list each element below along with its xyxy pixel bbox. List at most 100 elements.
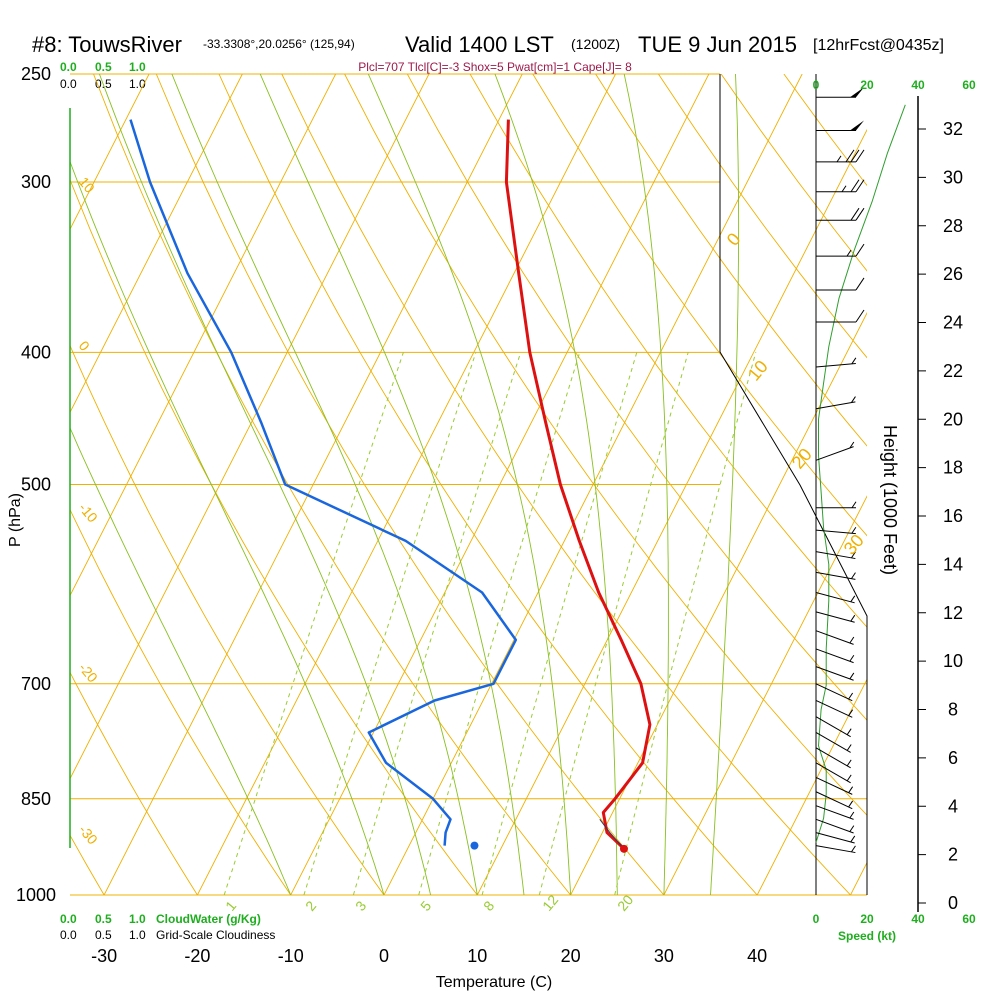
dry-adiabat-line [469,74,867,628]
mixing-ratio-line [223,352,404,895]
mixing-ratio-label: 3 [352,898,369,914]
barb-half-flag [846,728,852,735]
height-tick: 10 [943,651,963,671]
speed-tick: 40 [911,78,925,92]
barb-half-flag [849,441,855,449]
barb-staff [815,648,854,664]
isotherm-line [70,74,430,780]
barb-staff [815,805,854,820]
barb-half-flag [850,835,856,843]
dry-adiabat-line [70,671,198,895]
isotherm-line [663,495,867,895]
sounding-series [129,119,652,853]
wind-barb [815,699,854,718]
isotherm-line [70,74,150,231]
speed-axis-label: Speed (kt) [838,929,896,943]
dry-adiabat-label: 30 [840,530,868,558]
isotherm-label: 10 [76,174,98,196]
pressure-tick: 500 [21,475,51,495]
wind-barb [815,571,856,580]
pressure-tick: 300 [21,172,51,192]
barb-half-flag [846,759,852,767]
wind-barb [815,716,852,738]
wind-barb [815,611,856,623]
mixing-ratio-line [352,352,522,895]
cloudiness-tick: 1.0 [129,77,146,91]
barb-half-flag [848,709,854,716]
surface-temperature-dot [619,844,628,853]
height-tick: 16 [943,506,963,526]
barb-staff [815,832,855,844]
speed-tick: 0 [813,912,820,926]
moist-adiabat-line [710,74,740,895]
barb-half-flag [851,526,857,534]
wind-barb [816,120,864,131]
isotherm-line [850,861,867,895]
wind-barb [815,777,854,795]
barb-half-flag [851,396,856,403]
height-tick: 20 [943,409,963,429]
cloudwater-tick: 1.0 [129,60,146,74]
temperature-tick: 20 [561,946,581,966]
height-tick: 6 [948,748,958,768]
zulu-time: (1200Z) [571,36,620,52]
mixing-ratio-label: 5 [417,898,434,914]
top-speed-scale: 0 20 40 60 [813,78,976,92]
barb-half-flag [836,155,842,163]
wind-barb [815,762,852,784]
barb-half-flag [849,811,855,819]
height-tick: 8 [948,700,958,720]
dry-adiabat-label: 20 [788,444,816,472]
station-name: #8: TouwsRiver [32,32,182,57]
forecast-info: [12hrFcst@0435z] [813,37,944,54]
moist-adiabat-line [70,426,292,895]
cloudiness-tick: 0.5 [95,928,112,942]
speed-tick: 60 [962,78,976,92]
speed-tick: 60 [962,912,976,926]
isotherm-label: 0 [76,338,93,354]
speed-tick: 20 [860,912,874,926]
isotherm-label: -20 [76,660,101,686]
speed-tick: 20 [860,78,874,92]
barb-flag [850,207,860,221]
dry-adiabat-line [218,74,758,895]
height-tick: 30 [943,167,963,187]
pressure-tick: 1000 [16,885,56,905]
temperature-tick: 10 [467,946,487,966]
pressure-ticks: 250 300 400 500 700 850 1000 [16,64,56,905]
barb-staff [815,683,853,702]
dry-adiabat-line [155,74,665,895]
barb-staff [815,747,851,769]
barb-half-flag [851,357,857,365]
valid-date: TUE 9 Jun 2015 [638,32,797,57]
barb-half-flag [849,672,855,680]
bottom-cloudwater-scale: 0.0 0.5 1.0 CloudWater (g/Kg) [60,912,261,926]
cloudwater-tick: 1.0 [129,912,146,926]
wind-barb [815,832,856,844]
height-axis-label: Height (1000 Feet) [880,425,900,575]
barb-flag [850,179,860,193]
wind-barb [815,396,856,410]
cloudwater-tick: 0.0 [60,60,77,74]
barb-half-flag [851,501,857,509]
barb-staff [815,666,854,681]
temperature-line [504,119,652,850]
wind-barb [816,207,865,221]
mixing-ratio-line [418,352,581,895]
dry-adiabat-line [595,74,867,447]
station-coords: -33.3308°,20.0256° (125,94) [203,37,355,51]
isotherm-line [476,128,867,895]
barb-flag [855,207,865,221]
mixing-ratio-label: 2 [302,898,319,914]
wind-barbs [815,87,865,854]
height-tick: 28 [943,216,963,236]
barb-staff [815,529,856,535]
cloudiness-tick: 0.0 [60,77,77,91]
barb-flag [855,309,865,323]
barb-staff [815,630,854,645]
barb-flag [855,243,865,257]
wind-barb [816,179,865,193]
wind-barb [815,732,852,753]
cloudwater-tick: 0.5 [95,912,112,926]
wind-barb [815,845,856,854]
